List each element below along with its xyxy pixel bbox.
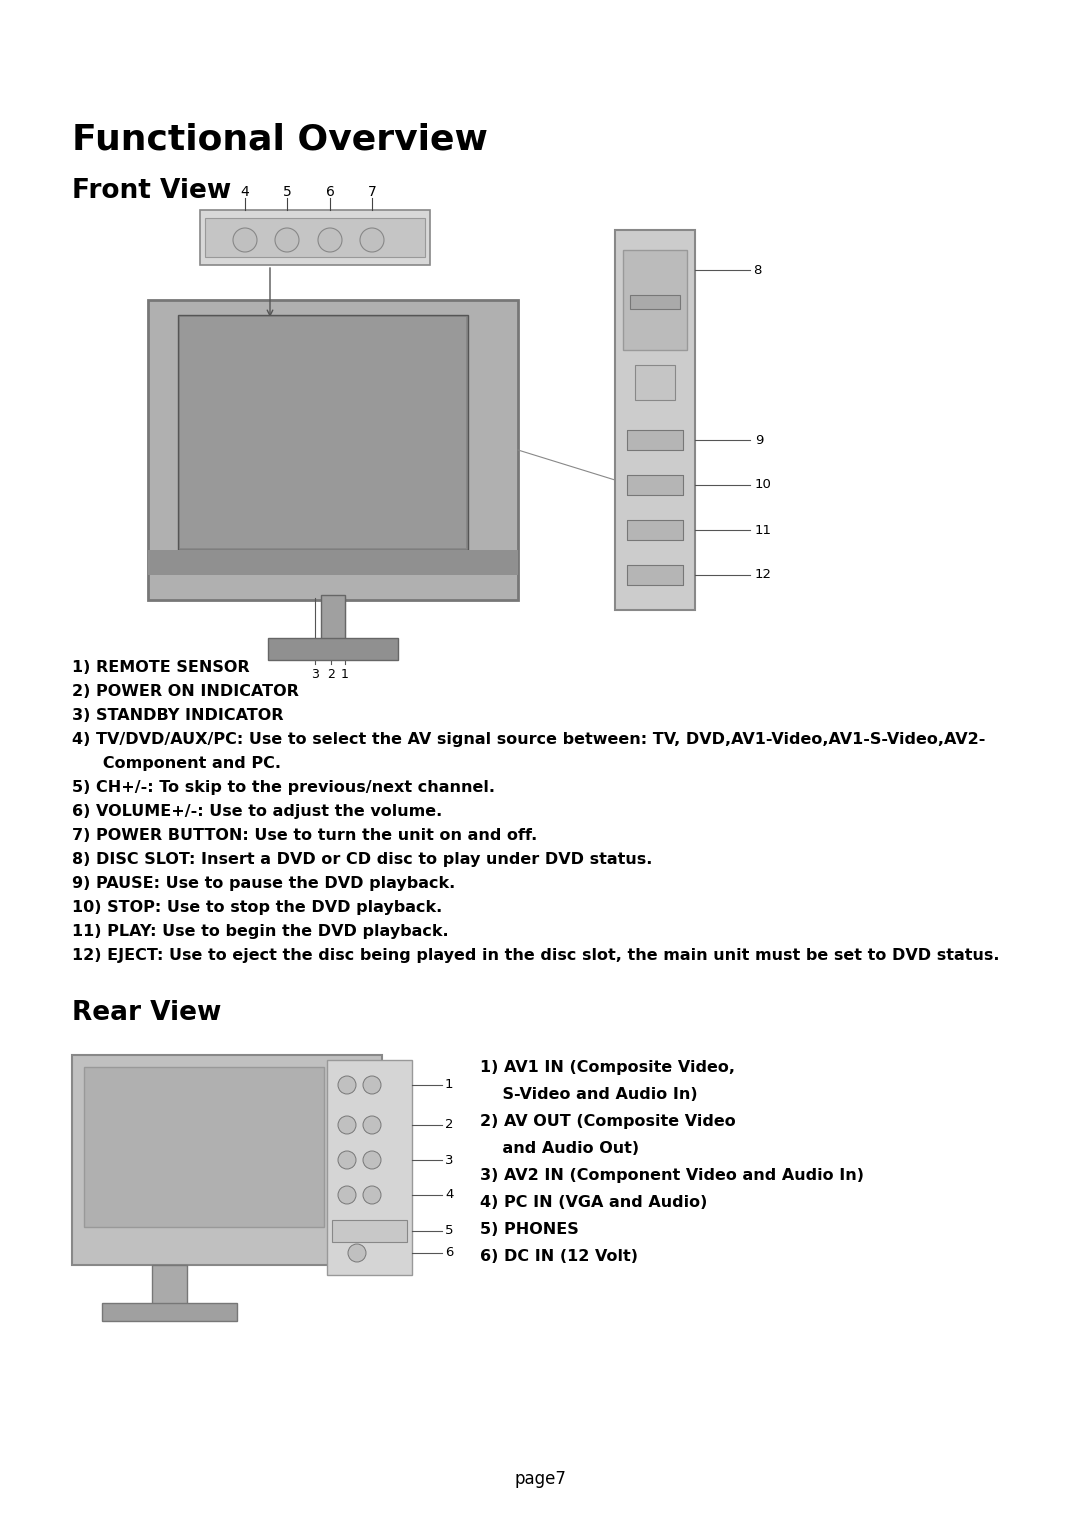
- Circle shape: [318, 228, 342, 252]
- Text: 9: 9: [755, 434, 764, 446]
- Bar: [327, 1060, 411, 1274]
- Text: 7: 7: [367, 185, 376, 199]
- Circle shape: [275, 228, 299, 252]
- Bar: [84, 1067, 324, 1227]
- Bar: [148, 299, 518, 601]
- Circle shape: [363, 1151, 381, 1169]
- Text: 3: 3: [311, 668, 319, 681]
- Text: 8) DISC SLOT: Insert a DVD or CD disc to play under DVD status.: 8) DISC SLOT: Insert a DVD or CD disc to…: [72, 853, 652, 866]
- Text: 7) POWER BUTTON: Use to turn the unit on and off.: 7) POWER BUTTON: Use to turn the unit on…: [72, 828, 537, 843]
- Circle shape: [338, 1186, 356, 1204]
- Text: 1: 1: [445, 1079, 454, 1091]
- Bar: [630, 295, 680, 309]
- Bar: [635, 365, 675, 400]
- Text: 4: 4: [445, 1189, 454, 1201]
- Text: 1) AV1 IN (Composite Video,: 1) AV1 IN (Composite Video,: [480, 1060, 735, 1076]
- Text: 11: 11: [755, 524, 772, 536]
- Text: 6: 6: [445, 1247, 454, 1259]
- Circle shape: [338, 1115, 356, 1134]
- Text: 12: 12: [755, 568, 772, 582]
- Text: 5: 5: [283, 185, 292, 199]
- Text: 2: 2: [327, 668, 335, 681]
- Bar: [72, 1054, 382, 1265]
- Text: 4) TV/DVD/AUX/PC: Use to select the AV signal source between: TV, DVD,AV1-Video,: 4) TV/DVD/AUX/PC: Use to select the AV s…: [72, 732, 985, 747]
- Bar: [332, 1219, 407, 1242]
- Text: 5) PHONES: 5) PHONES: [480, 1222, 579, 1238]
- Bar: [321, 594, 345, 640]
- Text: Component and PC.: Component and PC.: [86, 756, 281, 772]
- Circle shape: [338, 1151, 356, 1169]
- Bar: [152, 1265, 187, 1305]
- Text: 3) STANDBY INDICATOR: 3) STANDBY INDICATOR: [72, 707, 283, 723]
- Bar: [627, 475, 683, 495]
- Text: Functional Overview: Functional Overview: [72, 122, 488, 156]
- Text: and Audio Out): and Audio Out): [480, 1141, 639, 1157]
- Circle shape: [360, 228, 384, 252]
- Text: 1) REMOTE SENSOR: 1) REMOTE SENSOR: [72, 660, 249, 675]
- Bar: [623, 251, 687, 350]
- Circle shape: [363, 1186, 381, 1204]
- Bar: [627, 520, 683, 539]
- Bar: [148, 550, 518, 575]
- Circle shape: [338, 1076, 356, 1094]
- Text: 3: 3: [445, 1154, 454, 1166]
- Text: 8: 8: [753, 263, 761, 277]
- Text: 12) EJECT: Use to eject the disc being played in the disc slot, the main unit mu: 12) EJECT: Use to eject the disc being p…: [72, 947, 999, 963]
- Text: 6: 6: [325, 185, 335, 199]
- Text: 10: 10: [755, 478, 772, 492]
- Text: 5: 5: [445, 1224, 454, 1238]
- Text: 1: 1: [341, 668, 349, 681]
- Bar: [615, 231, 696, 610]
- Text: 11) PLAY: Use to begin the DVD playback.: 11) PLAY: Use to begin the DVD playback.: [72, 924, 448, 940]
- Text: 2) AV OUT (Composite Video: 2) AV OUT (Composite Video: [480, 1114, 735, 1129]
- Circle shape: [363, 1076, 381, 1094]
- Text: S-Video and Audio In): S-Video and Audio In): [480, 1086, 698, 1102]
- Text: 6) VOLUME+/-: Use to adjust the volume.: 6) VOLUME+/-: Use to adjust the volume.: [72, 804, 442, 819]
- Bar: [102, 1303, 237, 1322]
- Bar: [178, 315, 468, 550]
- Text: Front View: Front View: [72, 177, 231, 205]
- Text: 9) PAUSE: Use to pause the DVD playback.: 9) PAUSE: Use to pause the DVD playback.: [72, 876, 456, 891]
- Text: page7: page7: [514, 1470, 566, 1488]
- Text: 4) PC IN (VGA and Audio): 4) PC IN (VGA and Audio): [480, 1195, 707, 1210]
- Text: 4: 4: [241, 185, 249, 199]
- Text: Rear View: Rear View: [72, 999, 221, 1025]
- Text: 3) AV2 IN (Component Video and Audio In): 3) AV2 IN (Component Video and Audio In): [480, 1167, 864, 1183]
- Circle shape: [363, 1115, 381, 1134]
- Circle shape: [233, 228, 257, 252]
- Text: 2: 2: [445, 1118, 454, 1132]
- Text: 10) STOP: Use to stop the DVD playback.: 10) STOP: Use to stop the DVD playback.: [72, 900, 442, 915]
- Bar: [205, 219, 426, 257]
- Bar: [627, 429, 683, 451]
- Bar: [180, 316, 465, 549]
- Bar: [627, 565, 683, 585]
- Circle shape: [348, 1244, 366, 1262]
- Text: 5) CH+/-: To skip to the previous/next channel.: 5) CH+/-: To skip to the previous/next c…: [72, 779, 495, 795]
- Bar: [200, 209, 430, 264]
- Text: 2) POWER ON INDICATOR: 2) POWER ON INDICATOR: [72, 685, 299, 698]
- Text: 6) DC IN (12 Volt): 6) DC IN (12 Volt): [480, 1248, 638, 1264]
- Bar: [268, 639, 399, 660]
